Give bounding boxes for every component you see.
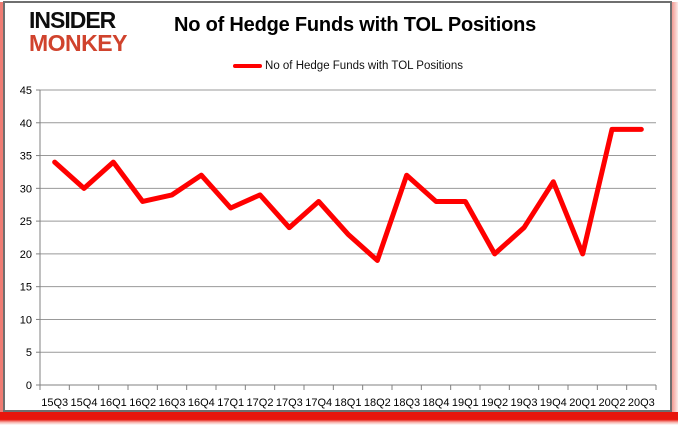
x-axis-label: 17Q2	[247, 397, 274, 409]
x-axis-label: 16Q1	[100, 397, 127, 409]
x-axis-label: 18Q2	[364, 397, 391, 409]
x-axis-label: 19Q1	[452, 397, 479, 409]
y-axis-label: 25	[20, 216, 32, 228]
chart-title: No of Hedge Funds with TOL Positions	[173, 14, 537, 36]
y-axis-label: 15	[20, 282, 32, 294]
x-axis-label: 16Q4	[188, 397, 215, 409]
y-axis-label: 20	[20, 249, 32, 261]
x-axis-label: 18Q1	[335, 397, 362, 409]
legend-line-sample	[233, 64, 263, 68]
left-red-accent	[0, 2, 3, 413]
chart-card-border	[3, 1, 672, 412]
x-axis-label: 17Q1	[217, 397, 244, 409]
x-axis-label: 18Q3	[393, 397, 420, 409]
x-axis-label: 18Q4	[423, 397, 450, 409]
logo-line-monkey: MONKEY	[29, 29, 127, 56]
y-axis-label: 45	[20, 85, 32, 97]
legend-label: No of Hedge Funds with TOL Positions	[265, 60, 463, 72]
x-axis-label: 15Q3	[41, 397, 68, 409]
y-axis-label: 0	[26, 380, 32, 392]
y-axis-label: 5	[26, 347, 32, 359]
y-axis-label: 35	[20, 151, 32, 163]
bottom-red-bar	[0, 412, 678, 425]
x-axis-label: 19Q3	[511, 397, 538, 409]
x-axis-label: 19Q2	[481, 397, 508, 409]
x-axis-label: 16Q2	[129, 397, 156, 409]
insider-monkey-logo: INSIDER MONKEY	[29, 9, 127, 54]
right-red-accent	[672, 2, 678, 413]
x-axis-label: 20Q2	[599, 397, 626, 409]
logo-line-insider: INSIDER	[29, 7, 116, 33]
line-chart: 0 5 10 15 20 25 30 35 40 45 15Q3 15Q4 16Q1 16Q2 16Q3 16…	[20, 85, 657, 409]
x-axis-label: 17Q4	[305, 397, 332, 409]
y-axis-label: 40	[20, 118, 32, 130]
x-axis-label: 15Q4	[71, 397, 98, 409]
series-line	[52, 126, 644, 263]
x-axis-label: 20Q3	[628, 397, 655, 409]
legend: No of Hedge Funds with TOL Positions	[40, 58, 656, 74]
y-axis-label: 10	[20, 314, 32, 326]
x-axis-label: 17Q3	[276, 397, 303, 409]
y-axis-label: 30	[20, 183, 32, 195]
x-axis-label: 19Q4	[540, 397, 567, 409]
x-axis-label: 20Q1	[569, 397, 596, 409]
x-axis-label: 16Q3	[159, 397, 186, 409]
